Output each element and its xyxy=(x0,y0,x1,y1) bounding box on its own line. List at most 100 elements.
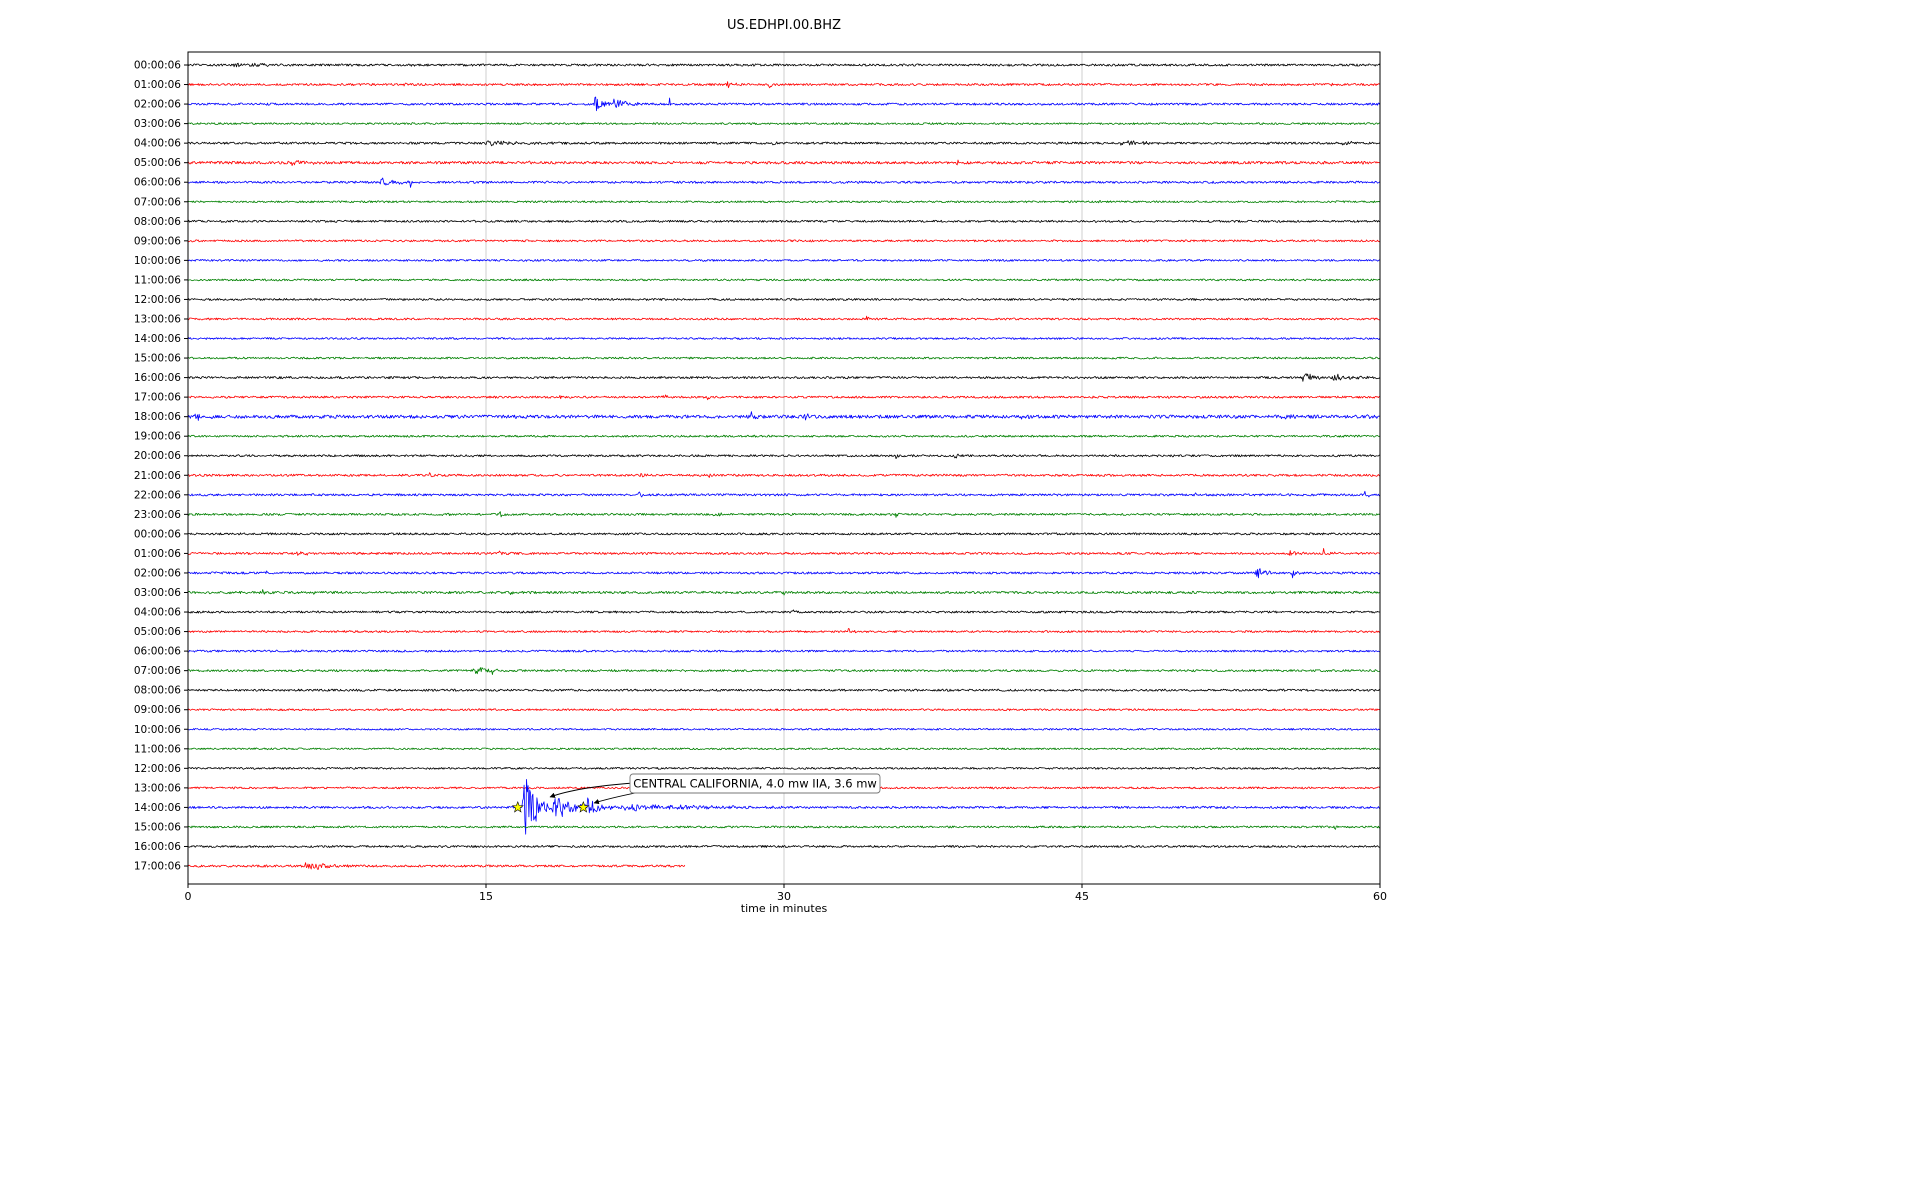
row-time-label: 07:00:06 xyxy=(134,196,181,208)
row-time-label: 14:00:06 xyxy=(134,802,181,814)
seismogram-trace xyxy=(188,356,1380,360)
seismogram-trace xyxy=(188,96,1380,112)
seismogram-trace xyxy=(188,81,1380,89)
x-tick-label: 30 xyxy=(777,890,791,903)
event-star-icon xyxy=(511,801,524,813)
seismogram-trace xyxy=(188,258,1380,262)
row-time-label: 16:00:06 xyxy=(134,372,181,384)
seismogram-trace xyxy=(188,394,1380,401)
row-time-label: 09:00:06 xyxy=(134,235,181,247)
seismogram-trace xyxy=(188,200,1380,204)
row-time-label: 06:00:06 xyxy=(134,646,181,658)
row-time-label: 01:00:06 xyxy=(134,79,181,91)
row-time-label: 00:00:06 xyxy=(134,528,181,540)
seismogram-trace xyxy=(188,411,1380,421)
seismogram-trace xyxy=(188,688,1380,692)
row-time-label: 09:00:06 xyxy=(134,704,181,716)
annotation-text: CENTRAL CALIFORNIA, 4.0 mw IIA, 3.6 mw xyxy=(633,777,877,791)
seismogram-trace xyxy=(188,373,1380,382)
row-time-label: 06:00:06 xyxy=(134,177,181,189)
seismogram-trace xyxy=(188,434,1380,438)
seismogram-trace xyxy=(188,667,1380,675)
seismogram-trace xyxy=(188,609,1380,614)
x-tick-label: 0 xyxy=(185,890,192,903)
row-time-label: 12:00:06 xyxy=(134,294,181,306)
chart-title: US.EDHPI.00.BHZ xyxy=(727,18,841,33)
seismogram-trace xyxy=(188,472,1380,478)
row-time-label: 12:00:06 xyxy=(134,763,181,775)
row-time-label: 08:00:06 xyxy=(134,216,181,228)
row-time-label: 20:00:06 xyxy=(134,450,181,462)
seismogram-trace xyxy=(188,62,1380,68)
row-time-label: 07:00:06 xyxy=(134,665,181,677)
row-time-label: 17:00:06 xyxy=(134,392,181,404)
seismogram-trace xyxy=(188,649,1380,653)
row-time-label: 05:00:06 xyxy=(134,157,181,169)
row-time-label: 00:00:06 xyxy=(134,60,181,72)
axes: 0 15 30 45 60 00:00:06 01:00:06 02:00:06 03:00:0… xyxy=(134,60,1387,904)
row-time-label: 05:00:06 xyxy=(134,626,181,638)
seismogram-trace xyxy=(188,278,1380,282)
seismogram-trace xyxy=(188,490,1380,498)
row-time-label: 13:00:06 xyxy=(134,782,181,794)
event-annotation: CENTRAL CALIFORNIA, 4.0 mw IIA, 3.6 mw xyxy=(549,773,881,805)
x-axis-label: time in minutes xyxy=(741,902,828,915)
annotation-arrow xyxy=(549,782,635,798)
row-time-label: 04:00:06 xyxy=(134,607,181,619)
row-time-label: 22:00:06 xyxy=(134,489,181,501)
row-time-label: 21:00:06 xyxy=(134,470,181,482)
row-time-label: 19:00:06 xyxy=(134,431,181,443)
seismogram-trace xyxy=(188,728,1380,731)
seismogram-trace xyxy=(188,779,1380,835)
seismogram-trace xyxy=(188,825,1380,830)
event-star-icon xyxy=(577,801,590,813)
annotation-arrow xyxy=(593,791,641,805)
seismogram-trace xyxy=(188,239,1380,243)
x-tick-label: 60 xyxy=(1373,890,1387,903)
seismogram-trace xyxy=(188,177,1380,188)
row-time-label: 13:00:06 xyxy=(134,313,181,325)
seismogram-trace xyxy=(188,219,1380,223)
row-time-label: 04:00:06 xyxy=(134,138,181,150)
seismogram-trace xyxy=(188,628,1380,634)
annotation-box xyxy=(629,773,881,794)
trace-group xyxy=(188,62,1380,870)
seismogram-trace xyxy=(188,708,1380,712)
seismogram-trace xyxy=(188,532,1380,536)
row-time-label: 15:00:06 xyxy=(134,353,181,365)
row-time-label: 03:00:06 xyxy=(134,118,181,130)
row-time-label: 23:00:06 xyxy=(134,509,181,521)
grid-lines xyxy=(485,52,1083,884)
seismogram-trace xyxy=(188,453,1380,460)
seismogram-trace xyxy=(188,337,1380,340)
row-time-label: 10:00:06 xyxy=(134,255,181,267)
row-time-label: 01:00:06 xyxy=(134,548,181,560)
row-time-label: 18:00:06 xyxy=(134,411,181,423)
row-time-label: 11:00:06 xyxy=(134,274,181,286)
row-time-label: 15:00:06 xyxy=(134,821,181,833)
seismogram-trace xyxy=(188,589,1380,596)
row-time-label: 02:00:06 xyxy=(134,99,181,111)
row-time-label: 11:00:06 xyxy=(134,743,181,755)
event-stars xyxy=(511,801,590,813)
seismogram-trace xyxy=(188,511,1380,518)
row-time-label: 16:00:06 xyxy=(134,841,181,853)
row-time-label: 08:00:06 xyxy=(134,685,181,697)
seismogram-trace xyxy=(188,747,1380,751)
seismogram-trace xyxy=(188,315,1380,321)
row-time-label: 02:00:06 xyxy=(134,567,181,579)
row-time-label: 03:00:06 xyxy=(134,587,181,599)
seismogram-trace xyxy=(188,862,686,870)
row-time-label: 10:00:06 xyxy=(134,724,181,736)
x-tick-label: 45 xyxy=(1075,890,1089,903)
seismogram-trace xyxy=(188,140,1380,147)
seismogram-trace xyxy=(188,159,1380,167)
seismogram-trace xyxy=(188,767,1380,770)
row-time-label: 14:00:06 xyxy=(134,333,181,345)
seismogram-trace xyxy=(188,298,1380,301)
seismogram-trace xyxy=(188,548,1380,556)
seismogram-trace xyxy=(188,568,1380,579)
x-tick-label: 15 xyxy=(479,890,493,903)
